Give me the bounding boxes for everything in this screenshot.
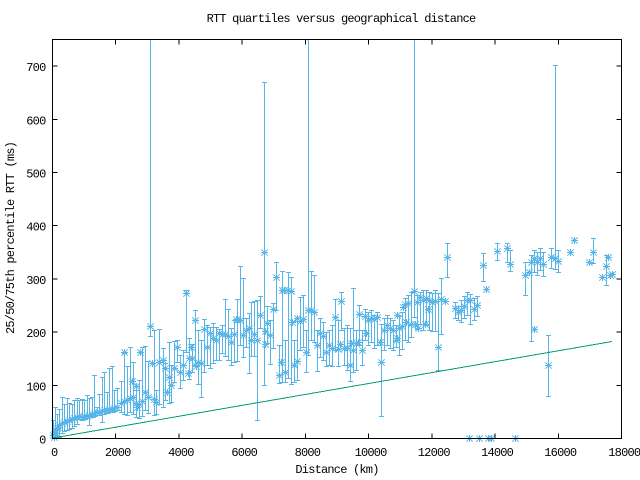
svg-text:200: 200: [26, 327, 46, 341]
svg-text:2000: 2000: [105, 446, 131, 460]
svg-text:10000: 10000: [355, 446, 388, 460]
svg-text:300: 300: [26, 274, 46, 288]
svg-text:8000: 8000: [295, 446, 321, 460]
svg-text:100: 100: [26, 380, 46, 394]
svg-text:0: 0: [39, 434, 46, 448]
svg-text:400: 400: [26, 221, 46, 235]
svg-text:14000: 14000: [481, 446, 514, 460]
svg-text:12000: 12000: [418, 446, 451, 460]
svg-text:RTT quartiles versus geographi: RTT quartiles versus geographical distan…: [207, 12, 476, 26]
svg-text:18000: 18000: [608, 446, 640, 460]
svg-text:600: 600: [26, 114, 46, 128]
svg-text:25/50/75th percentile RTT (ms): 25/50/75th percentile RTT (ms): [4, 142, 18, 334]
svg-text:16000: 16000: [544, 446, 577, 460]
svg-text:0: 0: [51, 446, 58, 460]
svg-text:6000: 6000: [231, 446, 257, 460]
svg-text:Distance (km): Distance (km): [295, 463, 378, 477]
svg-text:700: 700: [26, 61, 46, 75]
svg-text:500: 500: [26, 168, 46, 182]
svg-text:4000: 4000: [168, 446, 194, 460]
